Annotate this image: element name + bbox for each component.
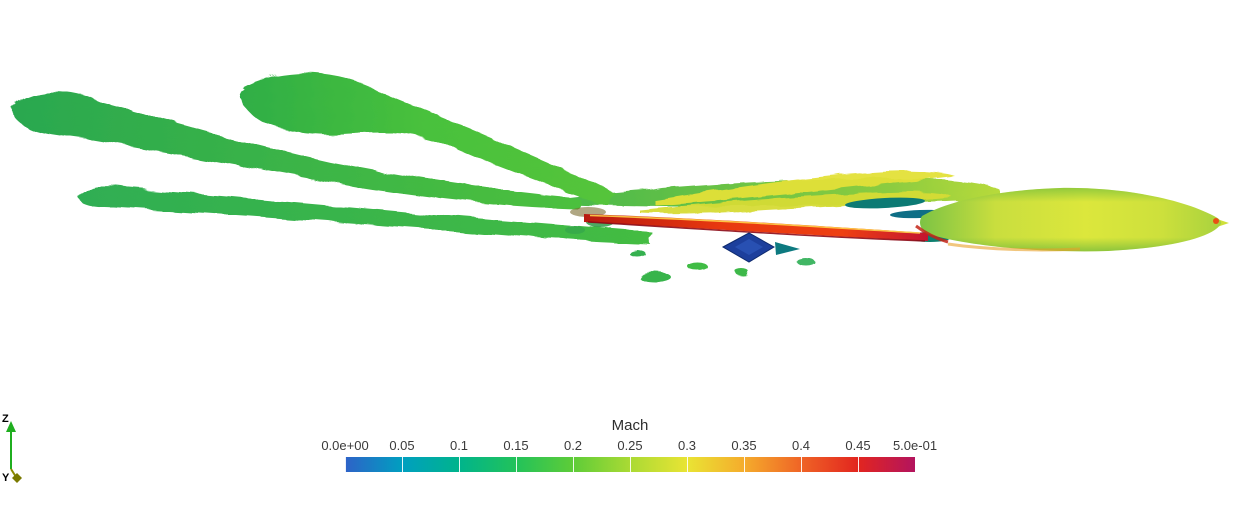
- tick-label: 5.0e-01: [892, 438, 938, 453]
- wing-root-patch: [565, 226, 585, 234]
- tick-label: 0.15: [503, 438, 529, 453]
- z-axis-arrowhead: [6, 421, 16, 432]
- teal-patch: [845, 197, 925, 209]
- tick-label: 0.45: [845, 438, 871, 453]
- tick-label: 0.0e+00: [321, 438, 369, 453]
- underbody-orange-band: [947, 242, 1081, 252]
- nose-stagnation-dot: [1213, 218, 1219, 224]
- scalar-bar-tick-marks: [345, 457, 915, 472]
- vortex-tube-lower: [78, 186, 652, 244]
- y-axis-marker: [12, 473, 22, 483]
- tick-label: 0.3: [677, 438, 697, 453]
- underwing-crimson-arc: [915, 224, 949, 244]
- green-fragments: [630, 250, 815, 282]
- tick-label: 0.2: [563, 438, 583, 453]
- teal-wedge: [775, 242, 800, 255]
- scalar-bar[interactable]: Mach 0.0e+00 0.05 0.1 0.15 0.2 0.25 0.3 …: [321, 417, 937, 472]
- tick-label: 0.25: [617, 438, 643, 453]
- scalar-bar-gradient: [345, 457, 915, 472]
- yellow-wake-band-lower: [640, 192, 952, 214]
- tick-label: 0.05: [389, 438, 415, 453]
- z-axis-label: Z: [2, 413, 9, 425]
- vortex-tube-left: [12, 92, 580, 208]
- y-axis-label: Y: [2, 472, 10, 484]
- red-streak-highlight: [589, 214, 921, 234]
- blue-diamond-inner: [735, 239, 763, 255]
- yellow-wake-band-upper: [655, 171, 955, 205]
- tick-label: 0.1: [449, 438, 469, 453]
- tick-label: 0.4: [791, 438, 811, 453]
- tick-label: 0.35: [731, 438, 757, 453]
- orientation-axes-widget: Z Y: [2, 413, 22, 484]
- scalar-bar-title: Mach: [611, 417, 649, 434]
- fuselage-shading: [920, 187, 1222, 252]
- vortex-tube-top: [240, 73, 616, 206]
- red-streak-dark-edge: [587, 221, 926, 242]
- scalar-bar-tick-labels: 0.0e+00 0.05 0.1 0.15 0.2 0.25 0.3 0.35 …: [321, 438, 937, 455]
- red-mach-streak: [584, 214, 928, 241]
